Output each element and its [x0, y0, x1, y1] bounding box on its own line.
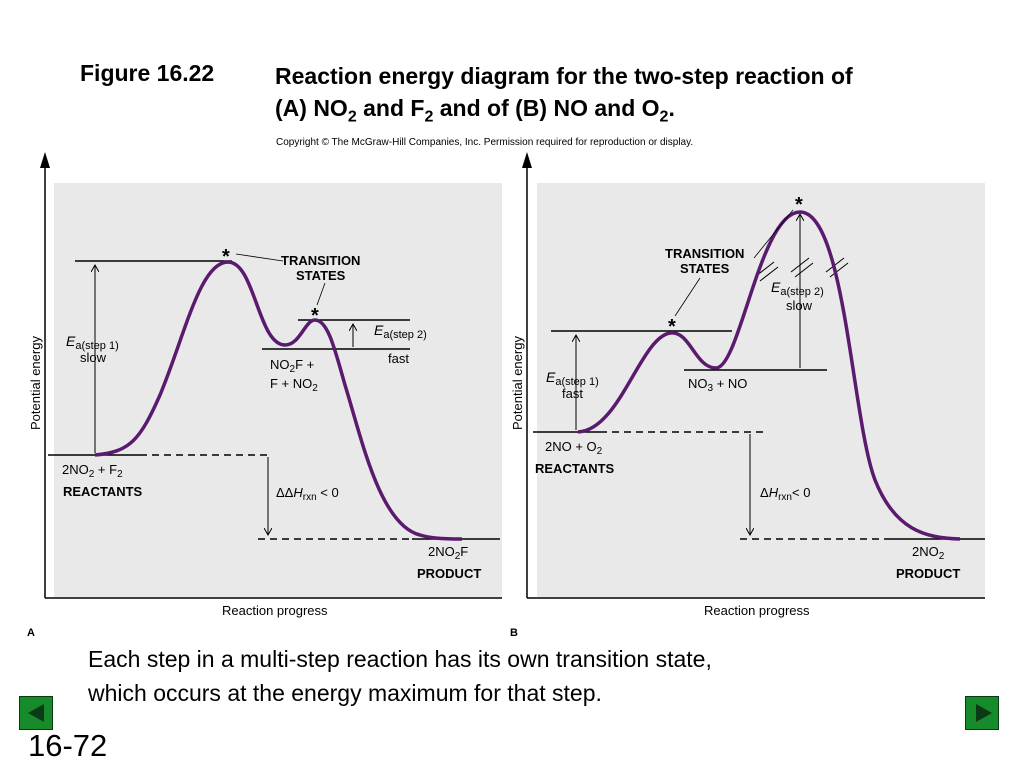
panel-b-y-axis-arrow — [522, 152, 532, 168]
panel-a-letter: A — [27, 627, 35, 639]
caption-line-1: Each step in a multi-step reaction has i… — [88, 646, 712, 672]
panel-a-energy-curve — [94, 260, 463, 541]
panel-b-intermediate: NO3 + NO — [688, 376, 747, 394]
panel-a-star-2: * — [311, 305, 319, 327]
panel-b-reactants-label: REACTANTS — [535, 461, 615, 476]
panel-a-reactant-formula: 2NO2 + F2 — [62, 462, 123, 480]
panel-b-ts-label-1: TRANSITION — [665, 246, 744, 261]
title-line-2: (A) NO2 and F2 and of (B) NO and O2. — [275, 95, 675, 126]
panel-a-intermediate-1: NO2F + — [270, 357, 314, 375]
panel-b-background — [537, 183, 985, 597]
panel-a-background — [54, 183, 502, 597]
panel-b-product-formula: 2NO2 — [912, 544, 945, 562]
panel-b-star-2: * — [795, 194, 803, 216]
panel-b-ea1-label: Ea(step 1) — [546, 369, 599, 388]
panel-b-product-label: PRODUCT — [896, 566, 960, 581]
panel-b-y-axis-label: Potential energy — [510, 336, 525, 430]
panel-a-y-axis-label: Potential energy — [28, 336, 43, 430]
title-line-1: Reaction energy diagram for the two-step… — [275, 63, 853, 89]
slide-caption: Each step in a multi-step reaction has i… — [88, 642, 948, 710]
slide-number: 16-72 — [28, 728, 108, 763]
panel-b-x-axis-label: Reaction progress — [704, 603, 810, 618]
panel-b-ea2-label: Ea(step 2) — [771, 279, 824, 298]
panel-b-ea1-note: fast — [562, 386, 583, 401]
panel-a-ts-pointer-2 — [316, 282, 326, 306]
panel-a-ea1-label: Ea(step 1) — [66, 333, 119, 352]
figure-title: Reaction energy diagram for the two-step… — [275, 60, 1015, 134]
panel-a-x-axis-label: Reaction progress — [222, 603, 328, 618]
panel-a-ea2-label: Ea(step 2) — [374, 322, 427, 341]
panel-a: * * TRANSITION STATES Ea(step 1) slow Ea… — [27, 152, 502, 639]
panel-a-ea2-note: fast — [388, 351, 409, 366]
panel-a-intermediate-2: F + NO2 — [270, 376, 318, 394]
panel-a-reactants-label: REACTANTS — [63, 484, 143, 499]
panel-a-ts-label-2: STATES — [296, 268, 346, 283]
panel-a-dh-label: ΔΔHrxn < 0 — [276, 485, 339, 503]
panel-a-product-formula: 2NO2F — [428, 544, 468, 562]
figure-number: Figure 16.22 — [80, 60, 215, 86]
arrow-right-icon — [976, 704, 992, 722]
next-slide-button[interactable] — [965, 696, 999, 730]
panel-b-ea2-note: slow — [786, 298, 813, 313]
panel-a-product-label: PRODUCT — [417, 566, 481, 581]
panel-a-ts-pointer-1 — [235, 253, 284, 262]
panel-a-y-axis-arrow — [40, 152, 50, 168]
panel-b-reactant-formula: 2NO + O2 — [545, 439, 603, 457]
panel-b-ts-label-2: STATES — [680, 261, 730, 276]
panel-a-star-1: * — [222, 246, 230, 268]
panel-b-energy-curve — [577, 210, 961, 541]
panel-b-dh-label: ΔHrxn< 0 — [760, 485, 810, 503]
panel-a-ts-label-1: TRANSITION — [281, 253, 360, 268]
panel-b-star-1: * — [668, 316, 676, 338]
panel-b-letter: B — [510, 627, 518, 639]
previous-slide-button[interactable] — [19, 696, 53, 730]
panel-a-ea1-note: slow — [80, 350, 107, 365]
panel-b-ts-pointer-2 — [753, 209, 794, 259]
copyright-notice: Copyright © The McGraw-Hill Companies, I… — [276, 137, 694, 148]
panel-b: * * TRANSITION STATES Ea(step 2) slow Ea… — [510, 152, 985, 639]
caption-line-2: which occurs at the energy maximum for t… — [88, 680, 602, 706]
reaction-energy-diagrams: * * TRANSITION STATES Ea(step 1) slow Ea… — [27, 152, 985, 639]
arrow-left-icon — [28, 704, 44, 722]
panel-b-ts-pointer-1 — [674, 277, 701, 317]
